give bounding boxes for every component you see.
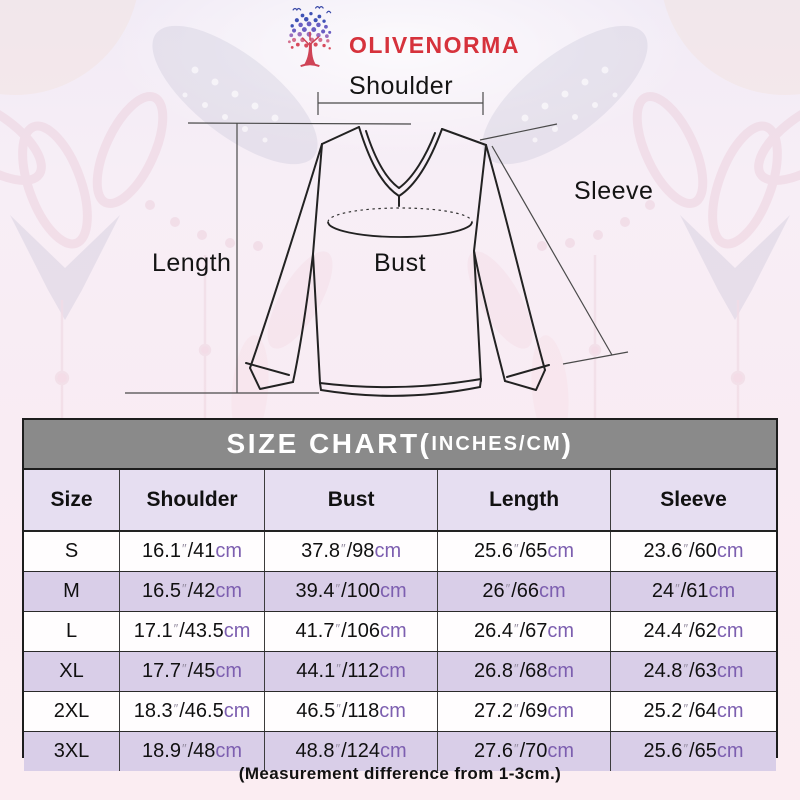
measurement-cell: 26.4″/67cm (437, 611, 611, 652)
table-row: 2XL 18.3″/46.5cm 46.5″/118cm 27.2″/69cm 25.2… (24, 691, 776, 732)
measurement-cell: 18.9″/48cm (118, 731, 265, 771)
measurement-cell: 44.1″/112cm (264, 651, 438, 692)
table-row: 3XL 18.9″/48cm 48.8″/124cm 27.6″/70cm 25.6″/… (24, 731, 776, 771)
measurement-cell: 18.3″/46.5cm (118, 691, 265, 732)
measurement-cell: 24.4″/62cm (610, 611, 776, 652)
column-header-length: Length (437, 470, 611, 532)
measurement-cell: 41.7″/106cm (264, 611, 438, 652)
size-chart-table: SIZE CHART(INCHES/CM) Size Shoulder Bust… (22, 418, 778, 771)
measurement-cell: 24″/61cm (610, 571, 776, 612)
size-cell: XL (24, 651, 120, 692)
brand-logo: OLIVENORMA (0, 6, 800, 70)
brand-name: OLIVENORMA (349, 31, 520, 58)
measurement-cell: 26″/66cm (437, 571, 611, 612)
measurement-cell: 27.6″/70cm (437, 731, 611, 771)
measurement-cell: 25.2″/64cm (610, 691, 776, 732)
shirt-diagram (125, 92, 629, 397)
size-cell: L (24, 611, 120, 652)
tree-logo-icon (288, 6, 332, 68)
title-suffix: ) (561, 428, 574, 459)
column-header-sleeve: Sleeve (610, 470, 776, 532)
measurement-cell: 48.8″/124cm (264, 731, 438, 771)
measurement-cell: 26.8″/68cm (437, 651, 611, 692)
column-header-size: Size (24, 470, 120, 532)
table-row: L 17.1″/43.5cm 41.7″/106cm 26.4″/67cm 24.4″/… (24, 611, 776, 652)
size-cell: 2XL (24, 691, 120, 732)
measurement-cell: 16.1″/41cm (118, 531, 265, 572)
measurement-cell: 46.5″/118cm (264, 691, 438, 732)
measurement-cell: 27.2″/69cm (437, 691, 611, 732)
table-row: XL 17.7″/45cm 44.1″/112cm 26.8″/68cm 24.8″/6… (24, 651, 776, 692)
measurement-footnote: (Measurement difference from 1-3cm.) (238, 764, 562, 783)
measurement-cell: 17.7″/45cm (118, 651, 265, 692)
measurement-cell: 24.8″/63cm (610, 651, 776, 692)
measurement-cell: 25.6″/65cm (610, 731, 776, 771)
measurement-cell: 23.6″/60cm (610, 531, 776, 572)
size-cell: 3XL (24, 731, 120, 771)
header-row: Size Shoulder Bust Length Sleeve (24, 470, 776, 532)
size-cell: M (24, 571, 120, 612)
measurement-cell: 17.1″/43.5cm (118, 611, 265, 652)
size-rows: S 16.1″/41cm 37.8″/98cm 25.6″/65cm 23.6″/60c… (24, 531, 776, 771)
measurement-cell: 39.4″/100cm (264, 571, 438, 612)
table-row: S 16.1″/41cm 37.8″/98cm 25.6″/65cm 23.6″/60c… (24, 531, 776, 572)
measurement-cell: 16.5″/42cm (118, 571, 265, 612)
column-header-bust: Bust (264, 470, 438, 532)
measurement-cell: 25.6″/65cm (437, 531, 611, 572)
label-sleeve: Sleeve (574, 177, 654, 205)
label-bust: Bust (373, 249, 427, 277)
label-length: Length (152, 249, 232, 277)
label-shoulder: Shoulder (348, 72, 454, 100)
size-cell: S (24, 531, 120, 572)
measurement-cell: 37.8″/98cm (264, 531, 438, 572)
column-header-shoulder: Shoulder (118, 470, 265, 532)
size-chart-title: SIZE CHART(INCHES/CM) (24, 420, 776, 470)
title-prefix: SIZE CHART( (226, 428, 432, 459)
table-row: M 16.5″/42cm 39.4″/100cm 26″/66cm 24″/61cm (24, 571, 776, 612)
title-units: INCHES/CM (431, 432, 562, 455)
